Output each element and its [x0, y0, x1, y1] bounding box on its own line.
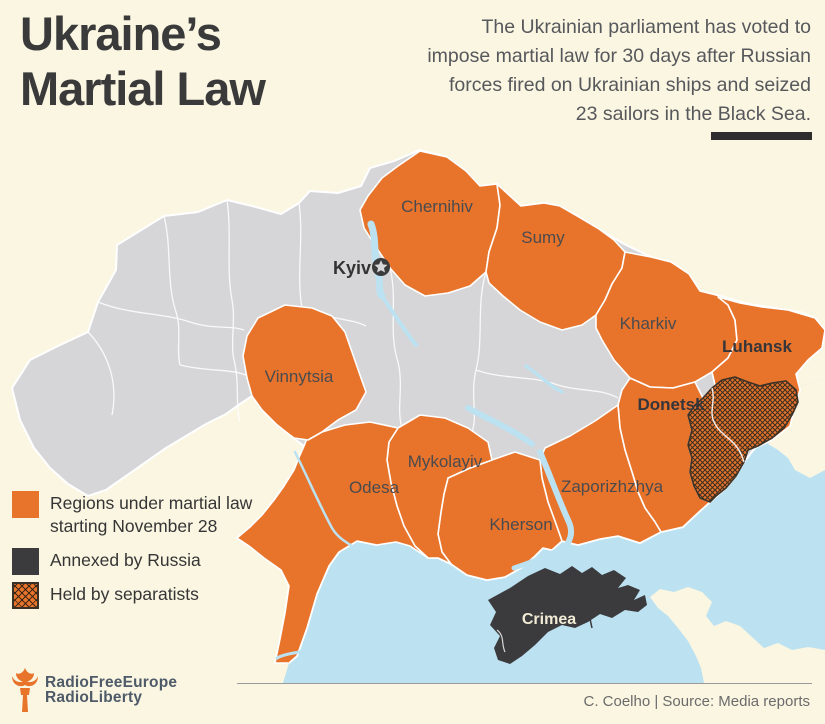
region-labels: Chernihiv Sumy Kharkiv Luhansk Donetsk V…: [265, 197, 793, 534]
region-odesa: [236, 421, 429, 664]
footer-divider: [237, 683, 812, 684]
crimea-peninsula: Crimea: [488, 566, 647, 664]
city-label-kyiv: Kyiv: [333, 258, 371, 278]
russia-land-taman: [650, 587, 825, 683]
martial-law-regions: [236, 150, 825, 664]
crimea-shape: [488, 566, 647, 664]
legend-label: Annexed by Russia: [50, 550, 201, 570]
subtitle: The Ukrainian parliament has voted to im…: [381, 13, 811, 129]
subtitle-line: 23 sailors in the Black Sea.: [575, 103, 811, 125]
region-label-mykolayiv: Mykolayiv: [408, 452, 483, 471]
page-title: Ukraine’s Martial Law: [20, 6, 266, 116]
subtitle-line: impose martial law for 30 days after Rus…: [427, 45, 811, 67]
region-vinnytsia: [242, 304, 367, 441]
legend-label: Held by separatists: [50, 584, 199, 604]
region-label-luhansk: Luhansk: [722, 337, 792, 356]
logo-text: RadioFreeEurope RadioLiberty: [45, 674, 178, 706]
kyiv-marker: Kyiv: [333, 258, 390, 278]
subtitle-line: forces fired on Ukrainian ships and seiz…: [448, 74, 811, 96]
ukraine-map: Crimea Kyiv Chernihiv Sumy Kharkiv Luhan…: [11, 149, 825, 683]
legend-item-martial-law: Regions under martial law starting Novem…: [12, 491, 252, 538]
region-label-donetsk: Donetsk: [637, 395, 705, 414]
subtitle-underline-bar: [711, 132, 812, 140]
legend-item-separatist: Held by separatists: [12, 582, 199, 609]
region-label-kharkiv: Kharkiv: [620, 314, 677, 333]
torch-icon: [12, 668, 38, 712]
legend-label: Regions under martial law starting Novem…: [50, 493, 253, 536]
region-label-chernihiv: Chernihiv: [401, 197, 473, 216]
legend-item-annexed: Annexed by Russia: [12, 548, 201, 575]
region-label-vinnytsia: Vinnytsia: [265, 367, 334, 386]
separatist-held-area: [687, 376, 799, 503]
region-label-zaporizhzhya: Zaporizhzhya: [561, 477, 664, 496]
separatist-swatch: [12, 582, 39, 609]
credit-line: C. Coelho | Source: Media reports: [583, 693, 810, 710]
capital-star-glyph: [374, 260, 388, 273]
title-line-2: Martial Law: [20, 62, 266, 115]
region-label-odesa: Odesa: [349, 478, 400, 497]
rferl-logo: RadioFreeEurope RadioLiberty: [12, 668, 177, 712]
martial-law-swatch: [12, 491, 39, 518]
region-label-sumy: Sumy: [521, 228, 565, 247]
donetsk-luhansk-border: [711, 387, 745, 463]
crimea-inner-border: [496, 629, 506, 653]
region-label-kherson: Kherson: [489, 515, 552, 534]
subtitle-line: The Ukrainian parliament has voted to: [481, 16, 811, 38]
annexed-swatch: [12, 548, 39, 575]
arabat-spit: [571, 569, 593, 629]
title-line-1: Ukraine’s: [20, 7, 222, 60]
region-label-crimea: Crimea: [522, 611, 576, 628]
russia-land-east: [768, 380, 825, 478]
